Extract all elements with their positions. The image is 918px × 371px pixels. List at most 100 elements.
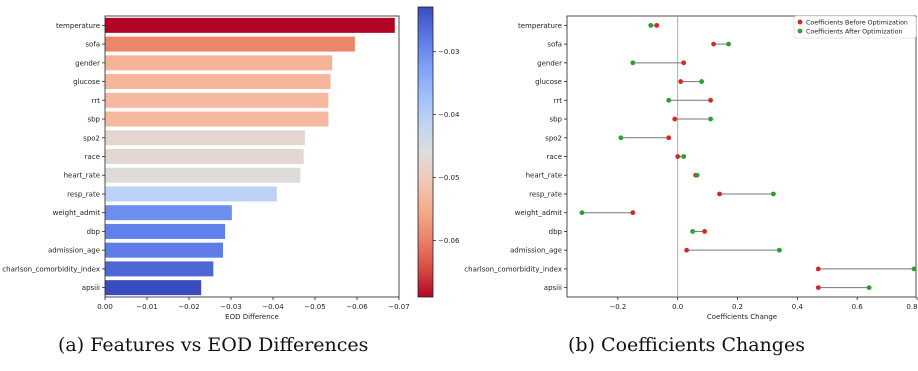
bar-apsiii xyxy=(105,280,202,296)
legend-marker-1 xyxy=(797,28,803,34)
bar-dbp xyxy=(105,223,226,239)
x-axis-label: EOD Difference xyxy=(225,313,279,321)
x-tick-label: 0.8 xyxy=(906,303,917,311)
y-tick-label: charlson_comorbidity_index xyxy=(2,265,100,273)
point-after-weight_admit xyxy=(579,210,585,216)
y-tick-label: spo2 xyxy=(83,134,100,142)
caption-a: (a) Features vs EOD Differences xyxy=(58,334,369,356)
bar-resp_rate xyxy=(105,186,277,202)
point-before-rrt xyxy=(708,97,713,103)
point-before-admission_age xyxy=(684,247,690,253)
point-after-apsiii xyxy=(866,285,872,291)
x-tick-label: 0.00 xyxy=(97,303,113,311)
x-tick-label: −0.07 xyxy=(388,303,409,311)
y-tick-label: temperature xyxy=(518,22,562,30)
point-after-temperature xyxy=(648,22,654,28)
point-after-sbp xyxy=(708,116,713,122)
y-tick-label: race xyxy=(547,153,562,161)
x-tick-label: −0.01 xyxy=(136,303,157,311)
bar-heart_rate xyxy=(105,167,301,183)
colorbar-tick-label: −0.05 xyxy=(438,174,459,182)
point-after-admission_age xyxy=(776,247,782,253)
y-tick-label: gender xyxy=(75,59,100,67)
x-tick-label: −0.04 xyxy=(262,303,284,311)
legend-box xyxy=(793,15,917,39)
legend-label-1: Coefficients After Optimization xyxy=(806,29,902,36)
point-before-sofa xyxy=(711,41,716,47)
y-tick-label: weight_admit xyxy=(515,209,563,217)
y-tick-label: sofa xyxy=(85,41,100,49)
point-after-race xyxy=(681,154,687,159)
y-tick-label: dbp xyxy=(87,228,101,236)
point-after-glucose xyxy=(699,79,705,84)
point-before-resp_rate xyxy=(717,191,722,197)
y-tick-label: dbp xyxy=(549,228,563,236)
bar-spo2 xyxy=(105,130,305,146)
bar-rrt xyxy=(105,92,329,108)
y-tick-label: sbp xyxy=(87,116,100,124)
colorbar-tick-label: −0.03 xyxy=(438,48,459,56)
colorbar-tick-label: −0.04 xyxy=(438,111,460,119)
y-tick-label: sofa xyxy=(547,41,562,49)
colorbar xyxy=(417,6,434,298)
point-before-glucose xyxy=(678,79,684,84)
point-after-dbp xyxy=(690,229,696,234)
bar-weight_admit xyxy=(105,205,232,221)
bar-temperature xyxy=(105,17,395,33)
x-tick-label: −0.2 xyxy=(609,303,626,311)
point-after-charlson_comorbidity_index xyxy=(911,266,917,272)
point-before-race xyxy=(675,154,681,159)
x-tick-label: 0.0 xyxy=(672,303,683,311)
x-axis-label: Coefficients Change xyxy=(707,313,777,321)
point-before-charlson_comorbidity_index xyxy=(815,266,821,272)
x-tick-label: −0.06 xyxy=(346,303,368,311)
y-tick-label: resp_rate xyxy=(67,190,100,198)
y-tick-label: resp_rate xyxy=(529,190,562,198)
point-before-apsiii xyxy=(815,285,821,291)
point-after-gender xyxy=(630,60,636,66)
bar-glucose xyxy=(105,74,331,90)
bar-sbp xyxy=(105,111,329,127)
point-after-heart_rate xyxy=(694,172,700,178)
x-tick-label: 0.2 xyxy=(732,303,743,311)
y-tick-label: rrt xyxy=(92,97,101,105)
y-tick-label: weight_admit xyxy=(53,209,101,217)
y-tick-label: admission_age xyxy=(48,247,100,255)
point-before-temperature xyxy=(654,22,660,28)
point-before-spo2 xyxy=(666,135,672,141)
y-tick-label: heart_rate xyxy=(64,172,100,180)
y-tick-label: spo2 xyxy=(545,134,562,142)
bar-admission_age xyxy=(105,242,224,258)
plot-frame-b xyxy=(566,15,917,298)
point-before-sbp xyxy=(672,116,678,122)
x-tick-label: 0.4 xyxy=(792,303,804,311)
point-before-weight_admit xyxy=(630,210,636,216)
point-after-resp_rate xyxy=(771,191,776,197)
y-tick-label: heart_rate xyxy=(526,172,562,180)
bar-race xyxy=(105,149,304,164)
plot-frame-a xyxy=(104,15,400,298)
y-tick-label: temperature xyxy=(56,22,100,30)
x-tick-label: 0.6 xyxy=(852,303,864,311)
y-tick-label: apsiii xyxy=(82,284,100,292)
y-tick-label: glucose xyxy=(535,78,562,86)
point-after-spo2 xyxy=(618,135,624,141)
legend-label-0: Coefficients Before Optimization xyxy=(806,20,908,27)
y-tick-label: race xyxy=(85,153,100,161)
colorbar-tick-label: −0.06 xyxy=(438,237,460,245)
caption-b: (b) Coefficients Changes xyxy=(568,334,805,356)
point-after-sofa xyxy=(726,41,731,47)
point-after-rrt xyxy=(666,97,672,103)
y-tick-label: gender xyxy=(537,59,562,67)
y-tick-label: rrt xyxy=(554,97,563,105)
bar-charlson_comorbidity_index xyxy=(105,261,214,277)
point-before-dbp xyxy=(702,229,708,234)
y-tick-label: glucose xyxy=(73,78,100,86)
y-tick-label: apsiii xyxy=(544,284,562,292)
bar-sofa xyxy=(105,36,355,52)
y-tick-label: charlson_comorbidity_index xyxy=(464,265,562,273)
y-tick-label: admission_age xyxy=(510,247,562,255)
x-tick-label: −0.05 xyxy=(304,303,325,311)
